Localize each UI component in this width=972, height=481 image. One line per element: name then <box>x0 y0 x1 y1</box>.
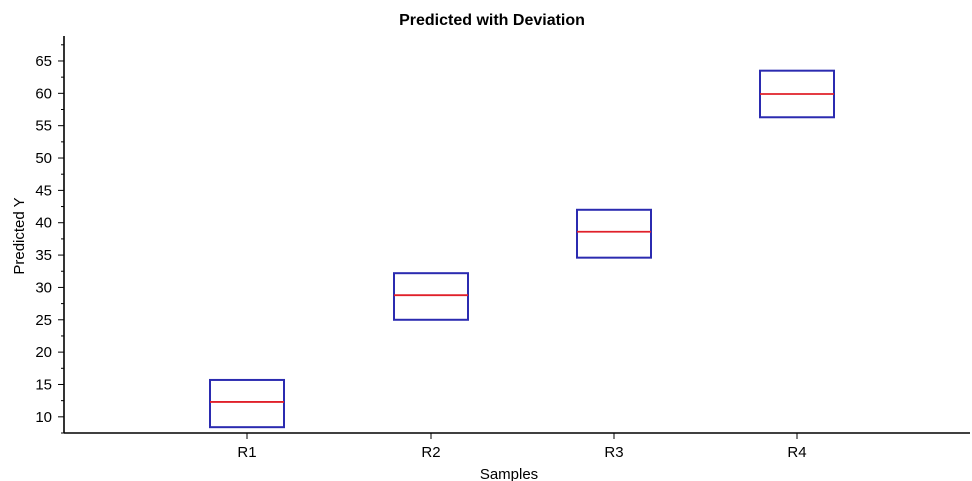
y-tick-label: 60 <box>35 85 52 102</box>
x-tick-label: R3 <box>604 444 623 461</box>
y-tick-label: 55 <box>35 118 52 135</box>
x-axis-label: Samples <box>480 466 538 481</box>
y-tick-label: 45 <box>35 182 52 199</box>
y-tick-label: 35 <box>35 247 52 264</box>
y-ticks: 10 15 20 25 30 35 40 45 50 55 60 65 <box>35 44 64 434</box>
y-tick-label: 30 <box>35 279 52 296</box>
y-tick-label: 20 <box>35 344 52 361</box>
y-tick-label: 15 <box>35 376 52 393</box>
y-tick-label: 40 <box>35 215 52 232</box>
box-r2 <box>393 272 469 321</box>
box-r1 <box>209 378 285 429</box>
boxes <box>209 69 835 429</box>
box-r3 <box>576 208 652 259</box>
chart-title: Predicted with Deviation <box>399 12 585 29</box>
x-tick-label: R2 <box>421 444 440 461</box>
x-tick-label: R4 <box>787 444 806 461</box>
y-tick-label: 25 <box>35 312 52 329</box>
y-tick-label: 50 <box>35 150 52 167</box>
y-tick-label: 65 <box>35 53 52 70</box>
x-ticks: R1 R2 R3 R4 <box>237 433 807 461</box>
y-axis-label: Predicted Y <box>11 197 28 274</box>
x-tick-label: R1 <box>237 444 256 461</box>
y-tick-label: 10 <box>35 409 52 426</box>
